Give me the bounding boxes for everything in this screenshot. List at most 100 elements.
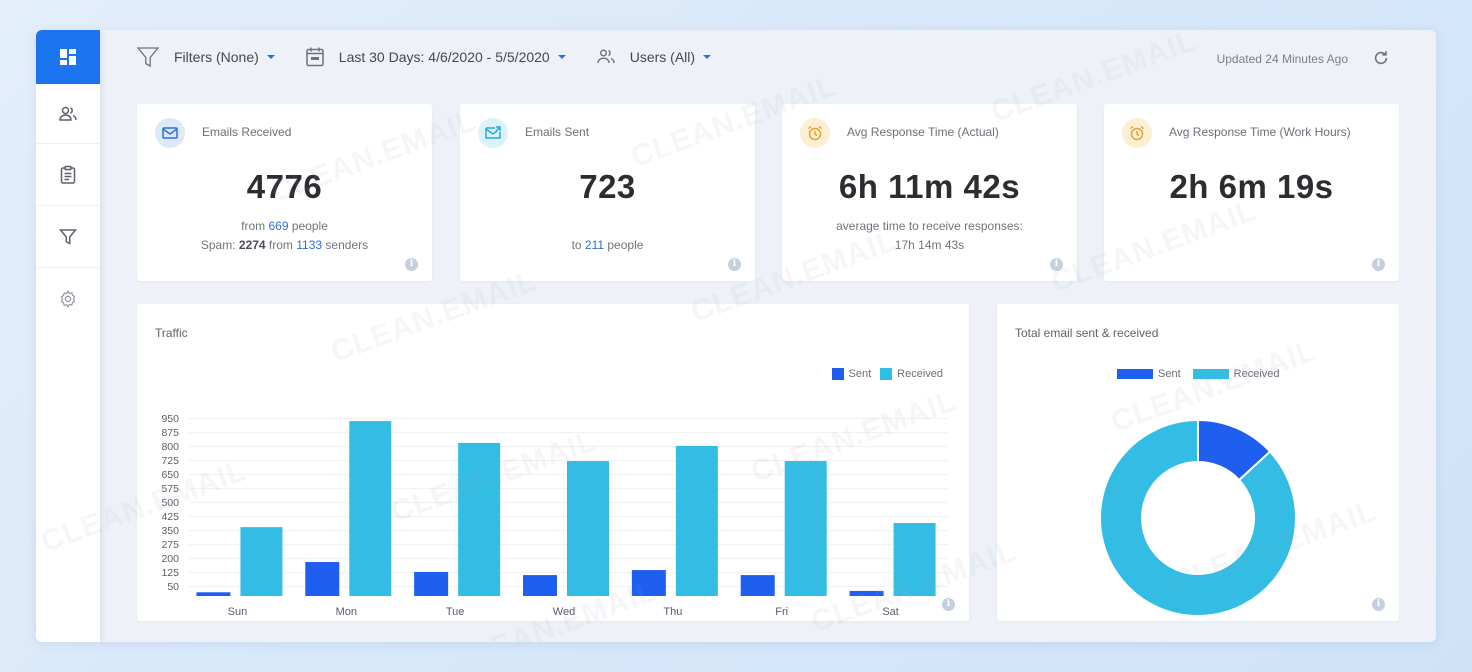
- x-tick-label: Fri: [775, 606, 788, 618]
- card-title: Emails Received: [202, 125, 292, 139]
- y-tick-label: 725: [161, 455, 179, 467]
- text: to: [571, 238, 585, 252]
- x-tick-label: Wed: [553, 606, 575, 618]
- avg-response-work-value: 2h 6m 19s: [1169, 168, 1334, 205]
- y-tick-label: 800: [161, 441, 179, 453]
- received-people-line: from 669 people: [137, 219, 432, 233]
- info-icon[interactable]: i: [405, 258, 418, 271]
- avg-response-actual-value: 6h 11m 42s: [838, 168, 1021, 205]
- filters-dropdown[interactable]: Filters (None): [136, 45, 275, 69]
- legend-label: Sent: [1158, 368, 1181, 380]
- filter-icon: [58, 228, 78, 245]
- sidebar-item-reports[interactable]: [36, 144, 100, 206]
- sent-envelope-icon-badge: [478, 118, 508, 148]
- info-icon[interactable]: i: [728, 258, 741, 271]
- people-count: 669: [268, 219, 289, 233]
- toolbar: Filters (None) Last 30 Days: 4/6/2020 - …: [136, 30, 1436, 84]
- date-range-dropdown[interactable]: Last 30 Days: 4/6/2020 - 5/5/2020: [305, 46, 566, 68]
- info-icon[interactable]: i: [1372, 598, 1385, 611]
- sidebar-item-users[interactable]: [36, 84, 100, 144]
- sidebar-item-filters[interactable]: [36, 206, 100, 268]
- bar-sent-tue[interactable]: [414, 571, 449, 596]
- legend-item-sent[interactable]: Sent: [831, 368, 872, 380]
- users-icon: [597, 49, 615, 64]
- legend-label: Sent: [848, 368, 872, 380]
- legend-swatch: [1117, 369, 1153, 379]
- traffic-chart-card: Traffic Sent Received 50 125 200 275 350 425 5…: [137, 304, 969, 621]
- bar-received-sat[interactable]: [893, 523, 936, 596]
- bar-sent-sat[interactable]: [849, 590, 884, 596]
- text: Spam:: [200, 238, 239, 252]
- bar-received-tue[interactable]: [458, 442, 501, 596]
- app-window: Filters (None) Last 30 Days: 4/6/2020 - …: [36, 30, 1436, 642]
- legend-item-sent[interactable]: Sent: [1117, 368, 1181, 380]
- avg-response-actual-card: Avg Response Time (Actual) 6h 11m 42s av…: [782, 104, 1077, 281]
- bar-received-wed[interactable]: [567, 461, 609, 596]
- y-tick-label: 425: [161, 511, 179, 523]
- y-tick-label: 500: [161, 497, 179, 509]
- text: from: [265, 238, 297, 252]
- chart-title: Total email sent & received: [1015, 326, 1159, 340]
- legend-item-received[interactable]: Received: [1192, 368, 1280, 380]
- legend-item-received[interactable]: Received: [880, 368, 943, 380]
- card-title: Avg Response Time (Actual): [847, 125, 999, 139]
- chevron-down-icon: [266, 55, 275, 59]
- emails-sent-value: 723: [579, 168, 636, 205]
- donut-slice-received[interactable]: [1099, 418, 1297, 617]
- legend-swatch: [880, 368, 893, 380]
- chevron-down-icon: [703, 55, 712, 59]
- alarm-clock-icon-badge: [1122, 118, 1152, 148]
- dashboard-icon: [60, 49, 76, 65]
- info-icon[interactable]: i: [1050, 258, 1063, 271]
- bar-received-sun[interactable]: [240, 527, 283, 596]
- bar-sent-thu[interactable]: [631, 570, 666, 596]
- total-email-donut-chart: [1099, 418, 1297, 617]
- text: people: [288, 219, 328, 233]
- y-tick-label: 950: [161, 413, 179, 425]
- y-tick-label: 875: [161, 427, 179, 439]
- filters-label: Filters (None): [174, 49, 259, 65]
- emails-received-value: 4776: [246, 168, 323, 205]
- people-count: 211: [584, 238, 605, 252]
- envelope-icon: [162, 127, 178, 139]
- bar-sent-sun[interactable]: [196, 592, 231, 596]
- traffic-bar-chart: 50 125 200 275 350 425 500 575 650 725 800 875 950 Su…: [161, 413, 949, 618]
- y-tick-label: 200: [161, 553, 179, 565]
- emails-sent-card: Emails Sent 723 to 211 people i: [460, 104, 755, 281]
- total-email-chart-card: Total email sent & received Sent Receive…: [997, 304, 1399, 621]
- last-updated-text: Updated 24 Minutes Ago: [1216, 52, 1348, 66]
- sidebar-item-settings[interactable]: [36, 268, 100, 330]
- bar-sent-mon[interactable]: [305, 562, 340, 596]
- text: people: [604, 238, 644, 252]
- users-dropdown[interactable]: Users (All): [596, 48, 712, 66]
- y-tick-label: 50: [167, 581, 179, 593]
- x-tick-label: Tue: [446, 606, 465, 618]
- bar-received-thu[interactable]: [675, 445, 718, 596]
- sidebar-item-dashboard[interactable]: [36, 30, 100, 84]
- refresh-icon[interactable]: [1372, 49, 1390, 67]
- filter-icon: [136, 47, 160, 68]
- bar-sent-fri[interactable]: [740, 575, 775, 596]
- bar-received-fri[interactable]: [784, 461, 827, 596]
- alarm-clock-icon-badge: [800, 118, 830, 148]
- bar-received-mon[interactable]: [349, 421, 392, 596]
- info-icon[interactable]: i: [942, 598, 955, 611]
- x-tick-label: Sun: [228, 606, 248, 618]
- bar-sent-wed[interactable]: [523, 575, 557, 596]
- legend-swatch: [1192, 369, 1229, 379]
- users-icon: [59, 106, 77, 121]
- info-icon[interactable]: i: [1372, 258, 1385, 271]
- chart-legend: Sent Received: [831, 368, 943, 380]
- chart-title: Traffic: [155, 326, 188, 340]
- chart-legend: Sent Received: [1117, 368, 1280, 380]
- users-label: Users (All): [629, 49, 696, 65]
- clipboard-icon: [60, 165, 76, 184]
- y-tick-label: 275: [161, 539, 179, 551]
- avg-response-work-card: Avg Response Time (Work Hours) 2h 6m 19s…: [1104, 104, 1399, 281]
- legend-swatch: [831, 368, 844, 380]
- card-title: Emails Sent: [525, 125, 590, 139]
- y-tick-label: 350: [161, 525, 179, 537]
- sent-people-line: to 211 people: [460, 238, 755, 252]
- text: from: [241, 219, 269, 233]
- chevron-down-icon: [557, 55, 566, 59]
